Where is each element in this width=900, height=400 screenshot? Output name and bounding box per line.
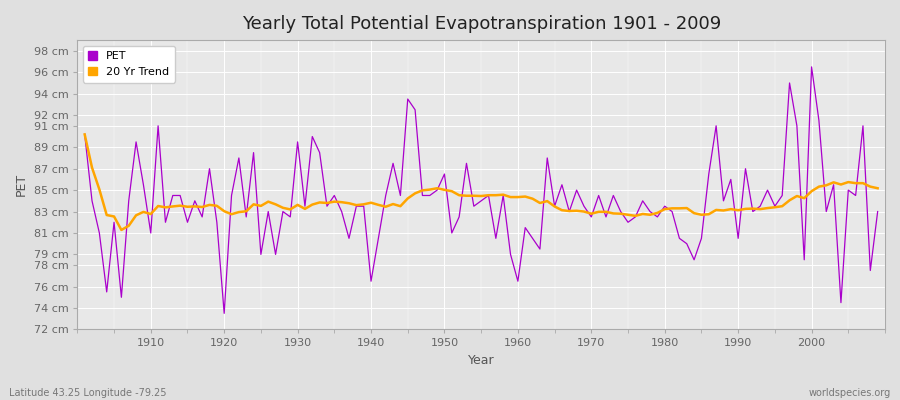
PET bbox=[307, 134, 318, 139]
PET bbox=[79, 132, 90, 137]
Text: Latitude 43.25 Longitude -79.25: Latitude 43.25 Longitude -79.25 bbox=[9, 388, 166, 398]
PET bbox=[351, 204, 362, 208]
PET bbox=[219, 311, 230, 316]
20 Yr Trend bbox=[146, 212, 157, 216]
PET bbox=[520, 225, 531, 230]
20 Yr Trend bbox=[116, 228, 127, 232]
PET bbox=[806, 64, 817, 69]
20 Yr Trend bbox=[307, 202, 318, 207]
Line: 20 Yr Trend: 20 Yr Trend bbox=[85, 134, 878, 230]
X-axis label: Year: Year bbox=[468, 354, 494, 367]
PET bbox=[138, 182, 148, 187]
Text: worldspecies.org: worldspecies.org bbox=[809, 388, 891, 398]
20 Yr Trend bbox=[351, 203, 362, 208]
20 Yr Trend bbox=[872, 186, 883, 191]
PET bbox=[608, 193, 618, 198]
Y-axis label: PET: PET bbox=[15, 173, 28, 196]
20 Yr Trend bbox=[512, 195, 523, 200]
Line: PET: PET bbox=[85, 67, 878, 313]
20 Yr Trend bbox=[520, 194, 531, 199]
PET bbox=[512, 279, 523, 284]
PET bbox=[872, 209, 883, 214]
20 Yr Trend bbox=[79, 132, 90, 137]
Legend: PET, 20 Yr Trend: PET, 20 Yr Trend bbox=[83, 46, 175, 82]
Title: Yearly Total Potential Evapotranspiration 1901 - 2009: Yearly Total Potential Evapotranspiratio… bbox=[241, 15, 721, 33]
20 Yr Trend bbox=[608, 211, 618, 216]
